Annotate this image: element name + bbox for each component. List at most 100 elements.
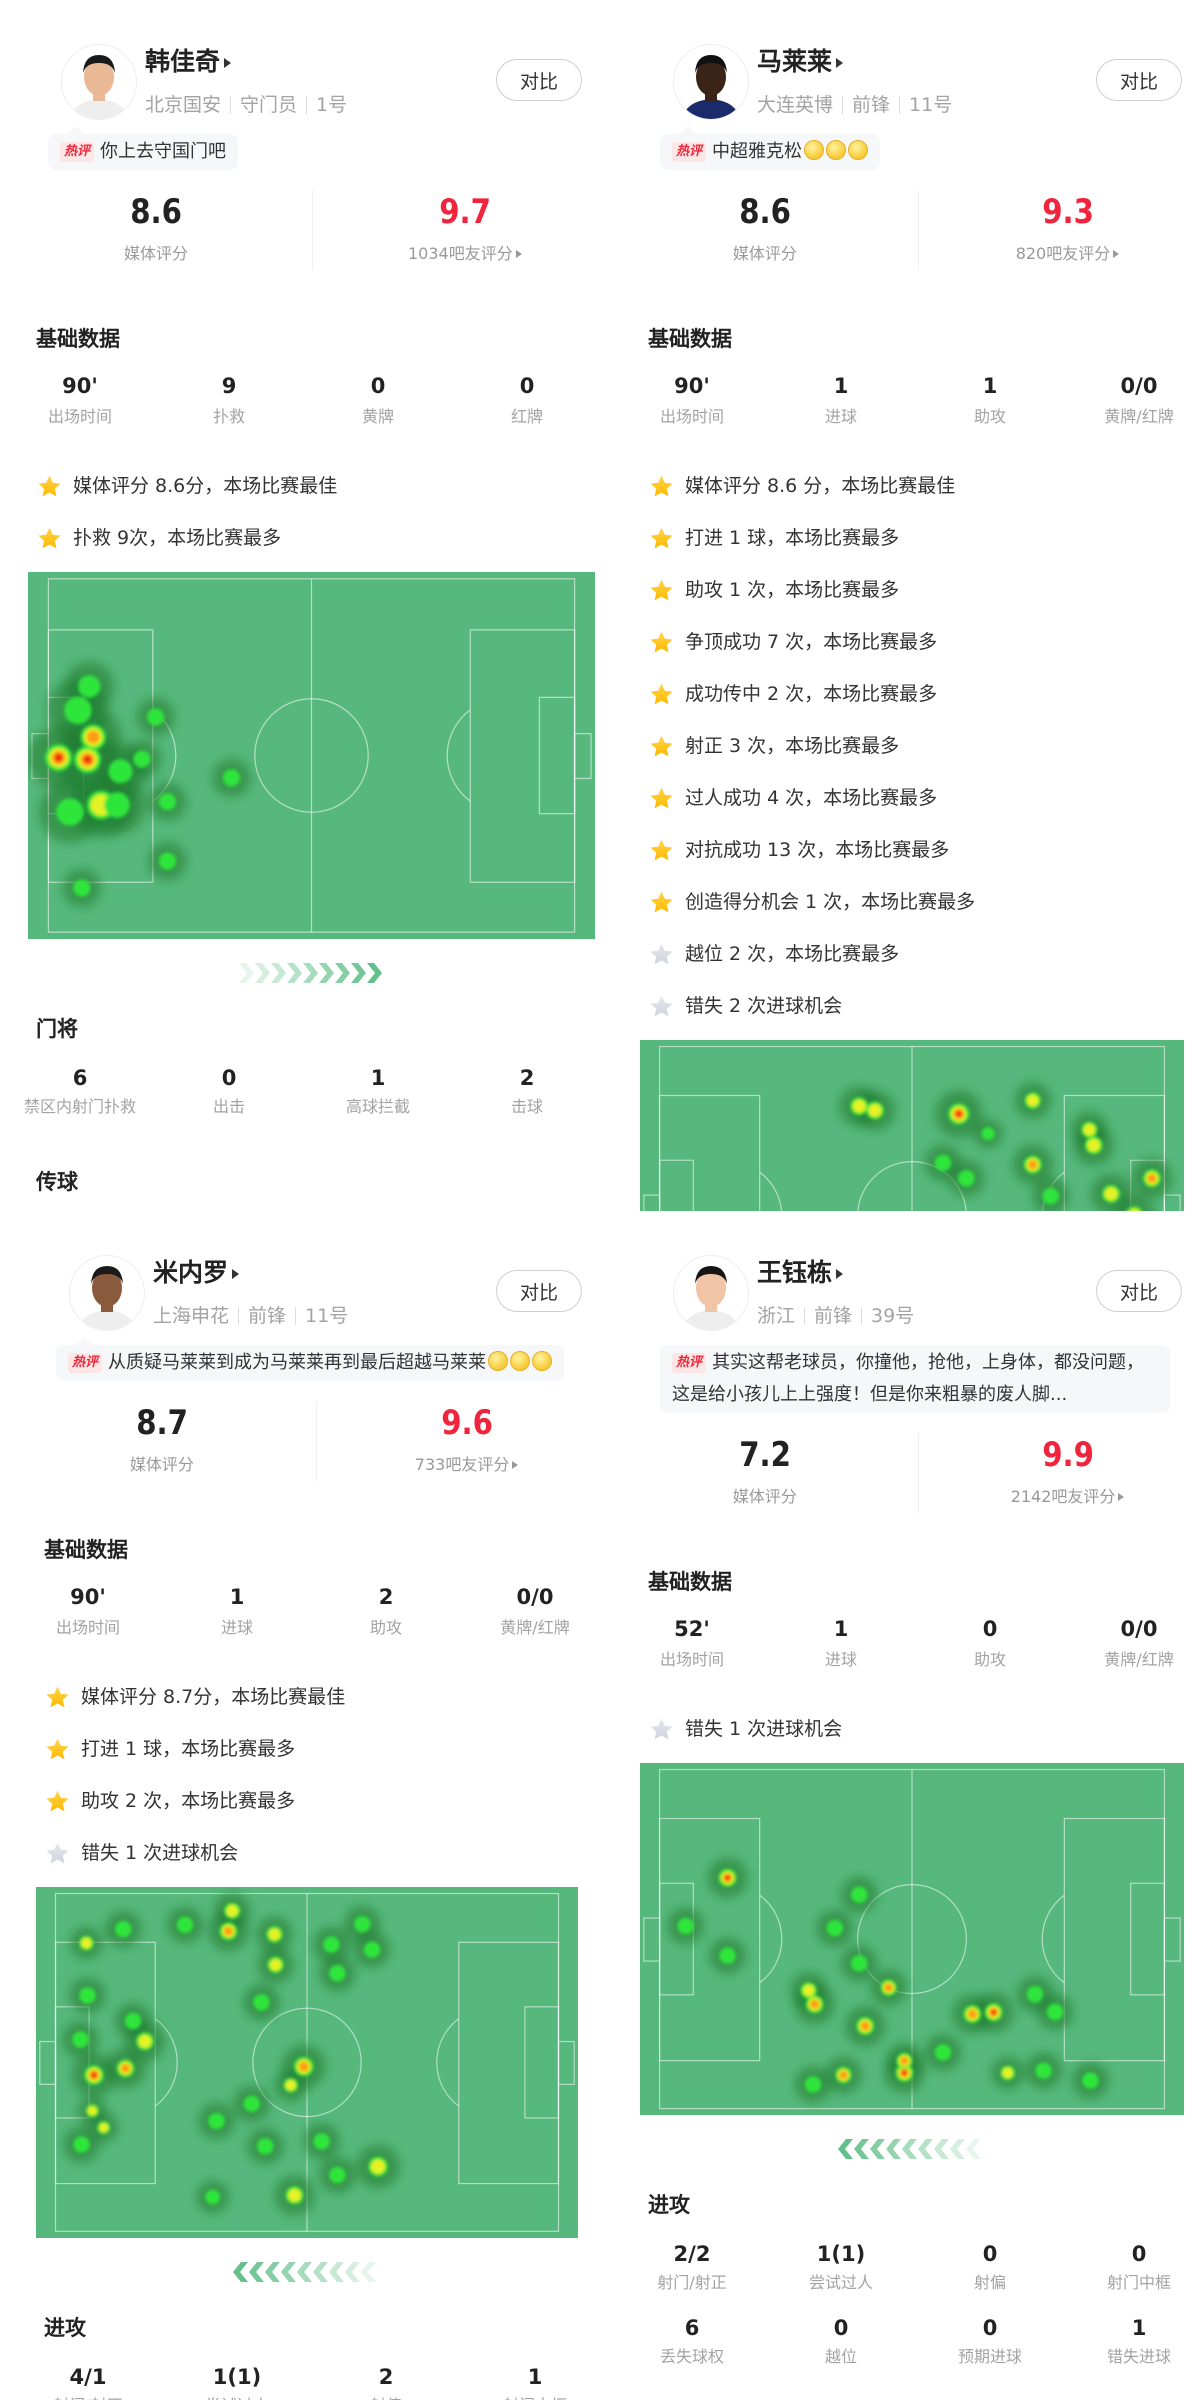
avatar[interactable] [61, 44, 137, 120]
stat-label: 出场时间 [55, 1618, 120, 1637]
fan-rating-link[interactable]: 820吧友评分 [1016, 243, 1120, 265]
heat-spot-mid [98, 2122, 109, 2133]
stat-label: 助攻 [973, 407, 1006, 426]
stat-label: 出场时间 [659, 1650, 724, 1669]
stat-value: 90' [674, 374, 710, 398]
caret-right-icon [515, 250, 522, 258]
player-photo [78, 1266, 136, 1330]
fan-rating-value[interactable]: 9.9 [1041, 1435, 1094, 1475]
heat-spot [677, 1917, 694, 1935]
fan-rating-value[interactable]: 9.3 [1041, 192, 1094, 232]
highlight-text: 错失 1 次进球机会 [685, 1718, 843, 1740]
fan-rating-label: 1034吧友评分 [408, 244, 513, 263]
player-meta: 北京国安 守门员 1号 [145, 92, 347, 118]
stat-value: 90' [70, 1585, 106, 1609]
stat-value: 1(1) [816, 2242, 866, 2267]
stat-label: 进球 [824, 407, 857, 426]
fan-rating-link[interactable]: 2142吧友评分 [1011, 1486, 1125, 1508]
stat-value: 9 [221, 374, 237, 398]
heatmap-pitch [28, 572, 595, 939]
stat-label: 进球 [220, 1618, 253, 1637]
fan-rating-value[interactable]: 9.7 [439, 192, 492, 232]
stat-label: 高球拦截 [345, 1096, 410, 1116]
fan-rating-link[interactable]: 1034吧友评分 [408, 243, 522, 265]
stat-label: 黄牌/红牌 [1104, 1650, 1174, 1669]
cat-face-icon [532, 1351, 553, 1371]
heat-spot [719, 1947, 736, 1964]
direction-chevron-icon [886, 2139, 901, 2160]
player-meta: 上海申花 前锋 11号 [153, 1303, 348, 1329]
hot-comment-badge: 热评 [68, 1353, 103, 1373]
stat-label: 扑救 [212, 407, 245, 426]
avatar[interactable] [673, 1255, 749, 1331]
heat-spot-mid [287, 2188, 302, 2202]
hot-comment[interactable]: 热评 你上去守国门吧 [48, 126, 239, 170]
hot-comment[interactable]: 热评 从质疑马莱莱到成为马莱莱再到最后超越马莱莱 [56, 1337, 565, 1381]
player-name-link[interactable]: 米内罗 [153, 1257, 240, 1289]
stat-value: 0/0 [1120, 374, 1158, 398]
stat-label: 射门/射正 [657, 2273, 727, 2293]
player-name-link[interactable]: 马莱莱 [757, 46, 844, 78]
star-icon [650, 683, 673, 704]
hot-comment-badge: 热评 [672, 1353, 707, 1373]
heat-spot-peak [901, 2070, 908, 2076]
caret-right-icon [512, 1461, 519, 1469]
heat-spot [115, 1920, 132, 1938]
heat-spot [934, 1154, 952, 1172]
highlight-text: 助攻 1 次，本场比赛最多 [685, 579, 900, 601]
fan-rating-value[interactable]: 9.6 [441, 1403, 493, 1443]
compare-button[interactable]: 对比 [496, 1270, 582, 1312]
shirt-number: 1号 [316, 94, 348, 116]
stat-label: 射门/射正 [14, 2395, 162, 2400]
hot-comment[interactable]: 热评 其实这帮老球员，你撞他，抢他，上身体，都没问题，这是给小孩儿上上强度！但是你… [660, 1345, 1170, 1413]
heat-core-layer [45, 675, 241, 897]
compare-button[interactable]: 对比 [1096, 1270, 1182, 1312]
heat-spot [329, 2166, 346, 2184]
avatar[interactable] [69, 1255, 145, 1331]
player-name-link[interactable]: 王钰栋 [757, 1257, 844, 1289]
heat-spot [257, 2138, 274, 2155]
heat-spot [223, 769, 241, 787]
stat-label: 越位 [824, 2347, 857, 2367]
player-name-link[interactable]: 韩佳奇 [145, 46, 232, 78]
heat-spot [958, 1170, 975, 1187]
divider [861, 1307, 863, 1325]
heat-spot [79, 1987, 96, 2004]
team-name: 北京国安 [145, 94, 222, 116]
divider [804, 1307, 806, 1325]
star-icon [46, 1686, 69, 1707]
stat-value: 0/0 [516, 1585, 554, 1609]
stat-value: 1 [833, 374, 849, 398]
direction-chevron-icon [950, 2139, 965, 2160]
media-rating-value: 7.2 [739, 1435, 791, 1475]
player-name: 米内罗 [153, 1258, 229, 1287]
heat-spot [1042, 1187, 1059, 1205]
divider [899, 96, 901, 114]
stat-label: 禁区内射门扑救 [23, 1096, 136, 1116]
stat-label: 助攻 [973, 1650, 1006, 1669]
heat-spot [323, 1936, 340, 1953]
star-icon [650, 891, 673, 912]
section-title: 门将 [36, 1016, 78, 1041]
highlight-text: 打进 1 球，本场比赛最多 [81, 1738, 296, 1760]
star-icon [650, 475, 673, 496]
direction-chevron-icon [249, 2261, 264, 2282]
highlight-item: 过人成功 4 次，本场比赛最多 [649, 784, 937, 812]
avatar[interactable] [673, 44, 749, 120]
direction-chevron-icon [934, 2139, 949, 2160]
fan-rating-link[interactable]: 733吧友评分 [415, 1454, 519, 1476]
compare-button[interactable]: 对比 [1096, 59, 1182, 101]
caret-right-icon [1113, 250, 1120, 258]
direction-chevron-icon [334, 962, 350, 983]
compare-button[interactable]: 对比 [496, 59, 582, 101]
fan-rating-label: 820吧友评分 [1015, 244, 1111, 263]
heat-spot-mid [1026, 1094, 1039, 1107]
hot-comment[interactable]: 热评 中超雅克松 [660, 126, 881, 170]
divider [842, 96, 844, 114]
heat-spot-mid [87, 2106, 98, 2116]
highlight-item: 助攻 1 次，本场比赛最多 [649, 576, 899, 604]
highlight-item: 创造得分机会 1 次，本场比赛最多 [649, 888, 975, 916]
heat-spot [313, 2133, 330, 2150]
stat-value: 2 [519, 1065, 535, 1090]
stat-value: 1 [370, 1065, 386, 1090]
